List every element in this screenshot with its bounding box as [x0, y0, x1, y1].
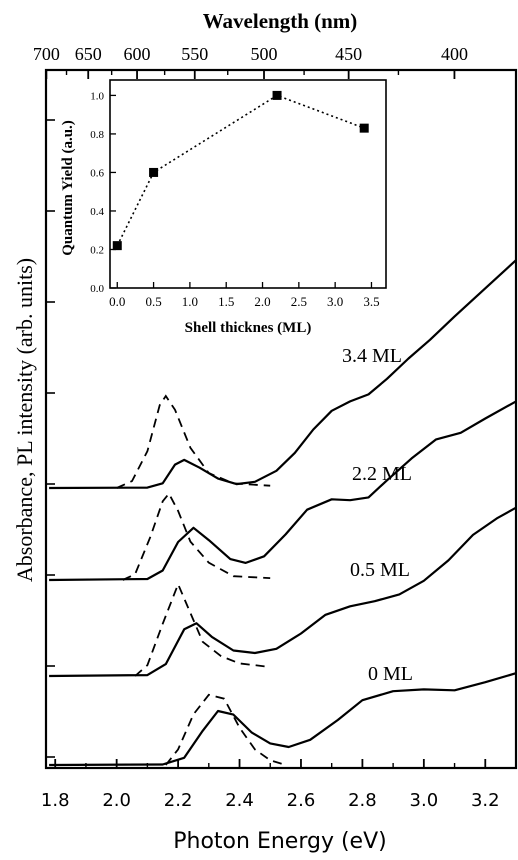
x-tick-label: 2.8	[348, 790, 377, 811]
absorbance-curve	[49, 259, 517, 490]
inset-x-tick-label: 0.5	[145, 294, 161, 309]
inset-x-tick-label: 3.5	[363, 294, 379, 309]
x-tick-label: 2.2	[164, 790, 193, 811]
y-axis-title: Absorbance, PL intensity (arb. units)	[12, 258, 37, 582]
absorbance-curve	[49, 400, 517, 582]
curve-label-0-ml: 0 ML	[368, 663, 413, 685]
x-tick-label: 2.4	[225, 790, 254, 811]
curve-label-3-4-ml: 3.4 ML	[342, 345, 402, 367]
pl-curve	[116, 394, 271, 489]
top-tick-label: 650	[75, 44, 102, 64]
inset-x-tick-label: 2.5	[291, 294, 307, 309]
inset-y-axis-title: Quantum Yield (a.u.)	[60, 120, 76, 256]
inset-data-point	[359, 123, 369, 133]
inset-marks	[112, 90, 369, 251]
pl-curve	[134, 581, 271, 677]
inset-x-tick-label: 0.0	[109, 294, 125, 309]
top-tick-label: 550	[181, 44, 208, 64]
inset-chart: 0.0 0.5 1.0 1.5 2.0 2.5 3.0 3.5 0.0 0.2 0.4 0.6 0.8 1…	[60, 79, 387, 336]
inset-data-point	[272, 90, 282, 100]
inset-data-point	[149, 167, 159, 177]
top-axis-title: Wavelength (nm)	[203, 9, 358, 33]
inset-x-tick-label: 3.0	[327, 294, 343, 309]
x-tick-label: 3.0	[410, 790, 439, 811]
curve-label-0-5-ml: 0.5 ML	[350, 559, 410, 581]
absorbance-curve	[49, 672, 517, 767]
x-tick-label: 1.8	[41, 790, 70, 811]
top-tick-label: 700	[33, 44, 60, 64]
top-axis-ticks: 700 650 600 550 500 450 400	[33, 44, 468, 79]
pl-curve	[165, 693, 286, 766]
inset-dotted-line	[116, 94, 365, 246]
plot-frame	[44, 68, 518, 770]
y-axis-ticks	[46, 119, 55, 758]
inset-y-tick-label: 0.4	[90, 206, 104, 218]
inset-x-tick-label: 2.0	[254, 294, 270, 309]
curves	[49, 259, 517, 767]
inset-y-tick-label: 0.6	[90, 167, 104, 179]
pl-curve	[122, 491, 271, 581]
inset-x-axis-title: Shell thicknes (ML)	[185, 320, 312, 336]
inset-x-tick-label: 1.5	[218, 294, 234, 309]
x-tick-label: 2.6	[287, 790, 316, 811]
inset-data-point	[112, 241, 122, 251]
inset-y-tick-label: 0.0	[90, 283, 104, 295]
x-axis-title: Photon Energy (eV)	[173, 829, 386, 854]
top-tick-label: 450	[335, 44, 362, 64]
inset-y-tick-label: 0.2	[90, 244, 104, 256]
x-axis-ticks: 1.8 2.0 2.2 2.4 2.6 2.8 3.0 3.2	[41, 759, 500, 811]
x-tick-label: 2.0	[102, 790, 131, 811]
inset-x-tick-label: 1.0	[182, 294, 198, 309]
top-tick-label: 600	[124, 44, 151, 64]
x-tick-label: 3.2	[471, 790, 500, 811]
absorbance-curve	[49, 506, 517, 678]
top-tick-label: 500	[251, 44, 278, 64]
inset-frame	[109, 79, 387, 289]
top-tick-label: 400	[441, 44, 468, 64]
inset-y-tick-label: 0.8	[90, 129, 104, 141]
inset-ticks: 0.0 0.5 1.0 1.5 2.0 2.5 3.0 3.5 0.0 0.2 0.4 0.6 0.8 1…	[90, 90, 379, 309]
inset-y-tick-label: 1.0	[90, 90, 104, 102]
curve-label-2-2-ml: 2.2 ML	[352, 463, 412, 485]
